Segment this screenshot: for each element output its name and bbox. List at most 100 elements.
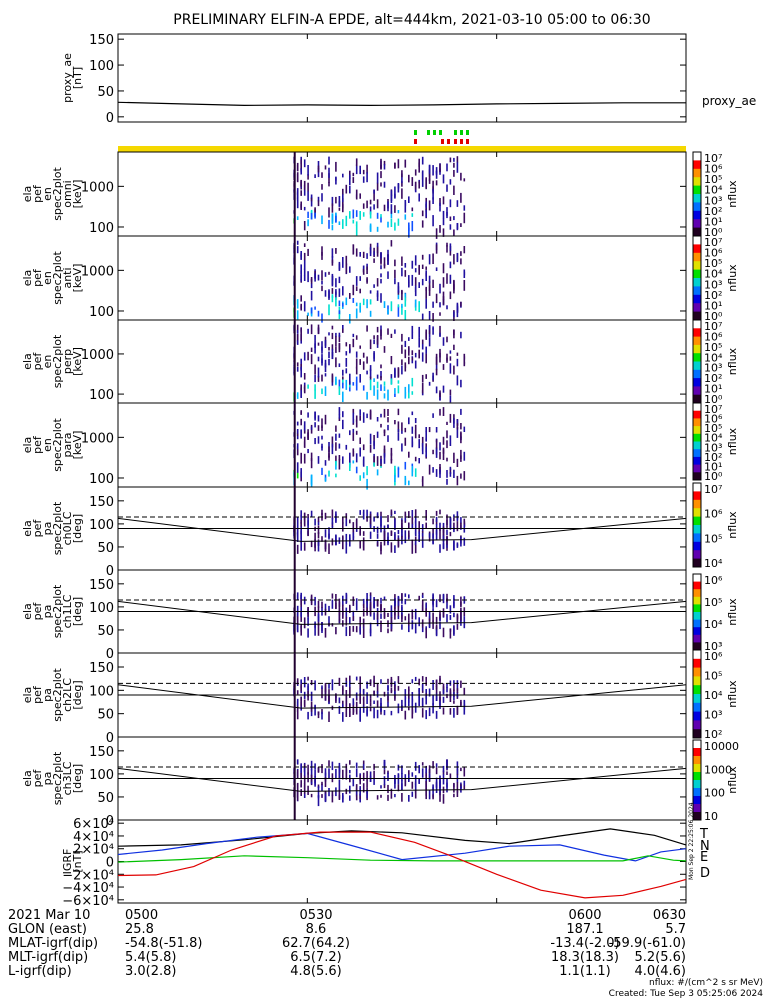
spectrogram-pixel [331,517,334,525]
spectrogram-pixel [411,426,414,434]
spectrogram-pixel [408,337,410,341]
spectrogram-pixel [376,335,379,345]
spectrogram-pixel [442,535,445,540]
spectrogram-pixel [411,213,414,217]
spectrogram-pixel [428,427,431,433]
spectrogram-pixel [296,443,299,450]
spectrogram-pixel [397,685,400,691]
spectrogram-pixel [310,324,313,335]
spectrogram-pixel [425,331,427,340]
ytick-label: 100 [89,518,114,533]
spectrogram-pixel [376,618,379,627]
ylabel-line: para [61,433,74,458]
spectrogram-pixel [300,366,302,378]
spectrogram-pixel [296,246,299,254]
spectrogram-pixel [380,258,382,265]
spectrogram-pixel [335,455,337,463]
spectrogram-pixel [446,207,448,216]
spectrogram-pixel [414,169,417,176]
spectrogram-pixel [414,456,417,462]
spectrogram-pixel [380,613,382,619]
spectrogram-pixel [338,602,341,609]
spectrogram-pixel [314,273,316,282]
spectrogram-pixel [394,545,396,553]
spectrogram-pixel [383,525,386,536]
colorbar-tick-label: 10⁶ [704,413,723,426]
spectrogram-pixel [404,697,407,705]
spectrogram-pixel [453,162,455,168]
spectrogram-pixel [300,387,302,398]
spectrogram-pixel [338,455,341,461]
spectrogram-pixel [404,778,407,787]
colorbar-band [693,219,701,229]
spectrogram-pixel [397,380,400,384]
spectrogram-pixel [449,350,452,354]
colorbar-band [693,483,701,492]
spectrogram-pixel [394,694,396,701]
spectrogram-pixel [345,616,348,626]
spectrogram-pixel [463,703,466,715]
panel-omni: elapefenspec2plotomni[keV]100010010⁷10⁶1… [21,151,739,239]
spectrogram-pixel [321,388,323,395]
spectrogram-pixel [421,254,424,260]
ytick-label: 0 [106,856,114,871]
ylabel-line: en [41,187,54,201]
spectrogram-pixel [369,604,372,615]
colorbar-band [693,619,701,628]
spectrogram-pixel [456,423,459,430]
colorbar-band [693,589,701,598]
spectrogram-pixel [296,240,299,245]
spectrogram-pixel [359,541,361,549]
spectrogram-pixel [342,411,344,418]
spectrogram-pixel [387,784,389,794]
spectrogram-pixel [425,608,427,617]
spectrogram-pixel [394,480,396,486]
spectrogram-pixel [338,363,341,367]
spectrogram-pixel [428,707,431,717]
spectrogram-edge [293,320,296,403]
spectrogram-pixel [414,424,417,435]
spectrogram-pixel [324,793,327,803]
spectrogram-pixel [296,709,299,720]
spectrogram-pixel [449,199,452,208]
spectrogram-pixel [425,446,427,457]
spectrogram-pixel [453,782,455,793]
spectrogram-pixel [432,279,434,288]
spectrogram-pixel [362,212,365,217]
spectrogram-pixel [380,625,382,633]
colorbar-tick-label: 10 [704,810,718,823]
spectrogram-pixel [321,341,323,351]
spectrogram-pixel [449,517,452,521]
spectrogram-pixel [421,352,424,362]
spectrogram-pixel [449,628,452,632]
spectrogram-pixel [338,779,341,791]
spectrogram-pixel [317,342,320,346]
spectrogram-pixel [439,442,441,451]
spectrogram-pixel [349,687,351,698]
colorbar-band [693,168,701,178]
spectrogram-pixel [303,596,306,605]
spectrogram-pixel [421,178,424,187]
colorbar-band [693,244,701,254]
spectrogram-pixel [463,471,466,481]
spectrogram-pixel [310,766,313,771]
spectrogram-pixel [300,514,302,524]
spectrogram-pixel [324,414,327,425]
spectrogram-pixel [411,524,414,528]
ytick-label: 6×10⁴ [73,817,114,832]
spectrogram-pixel [408,227,410,238]
spectrogram-pixel [453,517,455,522]
spectrogram-pixel [369,592,372,596]
spectrogram-pixel [414,783,417,788]
spectrogram-pixel [376,278,379,287]
spectrogram-pixel [324,603,327,611]
spectrogram-pixel [435,763,438,768]
spectrogram-pixel [404,689,407,700]
spectrogram-pixel [300,452,302,464]
spectrogram-pixel [342,456,344,464]
spectrogram-pixel [380,517,382,527]
spectrogram-pixel [303,206,306,211]
spectrogram-pixel [349,680,351,688]
spectrogram-pixel [349,537,351,547]
